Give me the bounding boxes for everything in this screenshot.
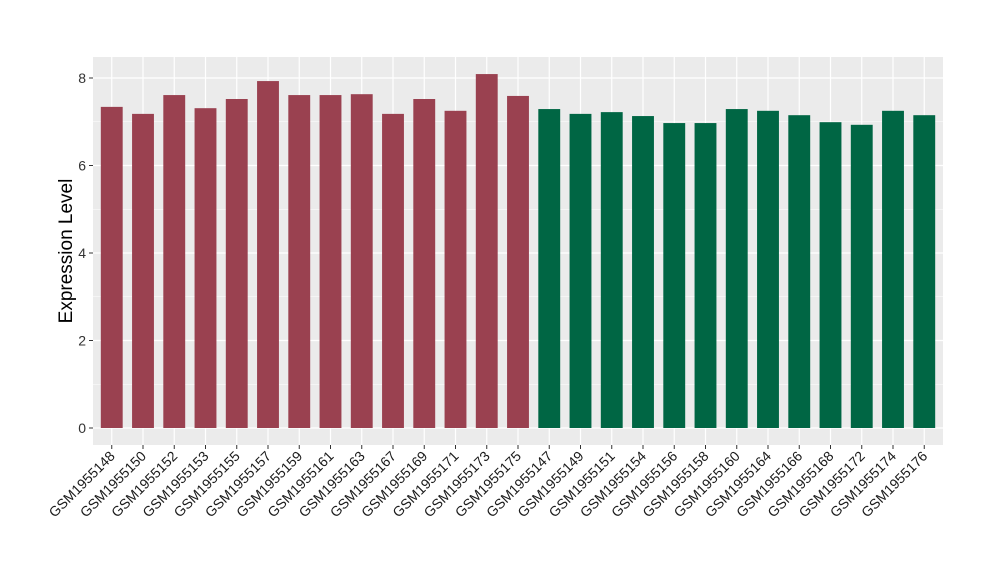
- bar-GSM1955149: [569, 113, 592, 428]
- bar-GSM1955164: [757, 110, 779, 428]
- bar-GSM1955156: [663, 123, 686, 428]
- bar-GSM1955158: [694, 123, 717, 428]
- bar-GSM1955152: [163, 95, 186, 428]
- bar-GSM1955153: [194, 108, 217, 428]
- y-axis-label: Expression Level: [56, 179, 77, 324]
- bar-GSM1955167: [382, 113, 404, 428]
- bar-GSM1955175: [507, 95, 529, 428]
- bar-GSM1955169: [413, 99, 436, 428]
- bar-GSM1955172: [850, 124, 873, 428]
- y-tick-label: 2: [78, 333, 86, 349]
- bar-GSM1955147: [538, 109, 561, 428]
- bar-GSM1955151: [600, 112, 623, 428]
- y-tick-label: 6: [78, 158, 86, 174]
- y-tick-label: 0: [78, 420, 86, 436]
- bar-GSM1955166: [788, 115, 811, 428]
- bar-GSM1955176: [913, 115, 936, 428]
- bar-GSM1955148: [100, 106, 123, 428]
- bar-GSM1955155: [225, 99, 248, 428]
- y-tick-label: 8: [78, 70, 86, 86]
- bar-GSM1955163: [350, 94, 373, 428]
- bar-GSM1955174: [882, 110, 904, 428]
- bar-GSM1955168: [819, 122, 842, 428]
- bar-GSM1955160: [725, 109, 748, 428]
- bar-GSM1955159: [288, 95, 311, 428]
- bar-GSM1955173: [475, 74, 498, 428]
- y-tick-label: 4: [78, 245, 86, 261]
- bar-GSM1955171: [444, 110, 467, 428]
- bar-GSM1955157: [257, 81, 279, 428]
- bar-GSM1955161: [319, 95, 342, 428]
- bar-GSM1955154: [632, 116, 654, 428]
- bar-GSM1955150: [132, 113, 154, 428]
